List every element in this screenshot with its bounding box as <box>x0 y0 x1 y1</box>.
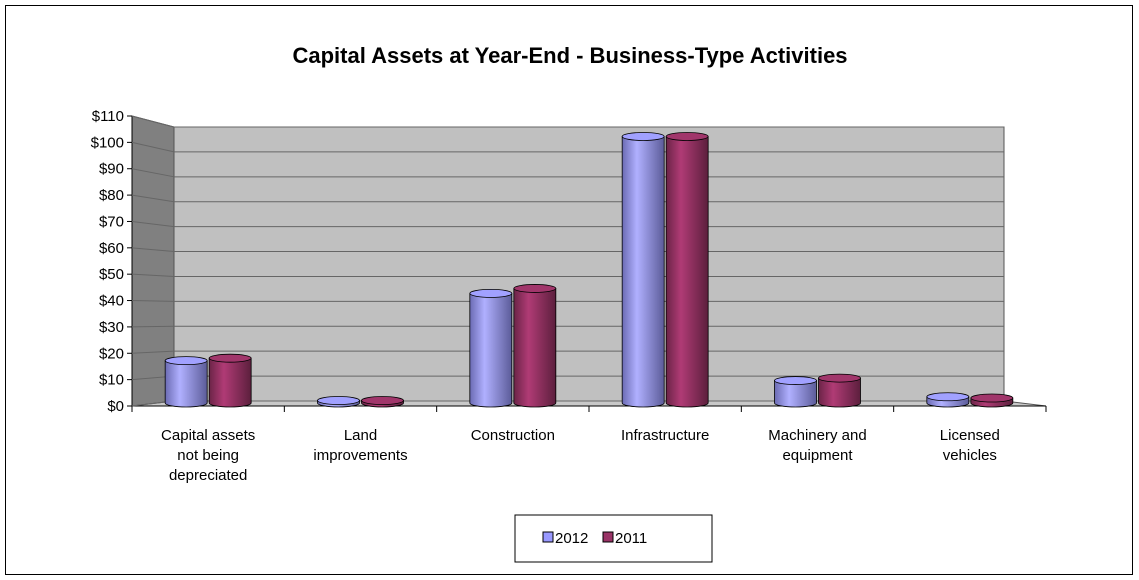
y-tick-label: $40 <box>99 293 124 310</box>
legend-swatch-2012 <box>542 531 554 543</box>
bar-top <box>361 396 404 405</box>
bar-2012-5 <box>926 392 970 408</box>
gridline-side <box>131 115 175 128</box>
y-tick-label: $80 <box>99 187 124 204</box>
bar-body <box>469 293 513 408</box>
bar-top <box>774 376 817 385</box>
bar-body <box>513 288 557 408</box>
bar-top <box>164 356 208 366</box>
gridline-side <box>131 350 175 354</box>
bar-2011-4 <box>818 373 861 408</box>
x-tick-label: Land improvements <box>313 427 407 464</box>
x-axis-labels: Capital assets not being depreciated Land im… <box>161 427 1000 484</box>
bar-top <box>513 284 557 293</box>
gridline-side <box>131 168 175 178</box>
bar-2012-3 <box>621 132 665 408</box>
gridline-side <box>131 247 175 253</box>
back-wall <box>173 126 1005 402</box>
bar-top <box>208 353 252 363</box>
gridlines <box>131 115 1004 407</box>
x-tick-label: Construction <box>471 427 555 444</box>
bar-top <box>317 396 360 405</box>
bar-2011-0 <box>208 353 252 408</box>
y-tick-label: $20 <box>99 345 124 362</box>
bar-2012-0 <box>164 356 208 408</box>
y-axis-ticks: $0 $10 $20 $30 $40 $50 $60 $70 $80 $90 $100 $110 <box>91 108 1047 415</box>
y-tick-label: $90 <box>99 161 124 178</box>
chart-frame: Capital Assets at Year-End - Business-Ty… <box>5 5 1133 575</box>
chart-canvas: Capital Assets at Year-End - Business-Ty… <box>91 43 1047 563</box>
floor <box>131 400 1047 407</box>
gridline-side <box>131 220 175 228</box>
bar-2011-5 <box>970 393 1014 408</box>
bar-top <box>665 132 709 141</box>
gridline-side <box>131 141 175 153</box>
bar-2011-2 <box>513 284 557 408</box>
bar-2012-1 <box>317 396 360 408</box>
gridline-side <box>131 300 175 302</box>
legend-label-2012: 2012 <box>555 530 588 547</box>
y-tick-label: $10 <box>99 372 124 389</box>
bar-body <box>774 380 817 408</box>
y-tick-label: $30 <box>99 319 124 336</box>
chart-title: Capital Assets at Year-End - Business-Ty… <box>292 43 847 68</box>
bar-top <box>469 288 513 298</box>
y-tick-label: $60 <box>99 240 124 257</box>
y-tick-label: $110 <box>92 108 124 125</box>
bar-body <box>818 377 861 408</box>
legend-swatch-2011 <box>602 531 614 543</box>
y-tick-label: $0 <box>107 398 124 415</box>
x-tick-label: Machinery and equipment <box>768 427 866 464</box>
bar-top <box>970 393 1014 403</box>
bar-2012-4 <box>774 376 817 408</box>
bar-body <box>208 357 252 408</box>
chart-walls <box>131 115 1047 407</box>
legend-label-2011: 2011 <box>615 530 647 547</box>
legend: 2012 2011 <box>514 514 713 563</box>
y-tick-label: $100 <box>91 134 124 151</box>
y-tick-label: $50 <box>99 266 124 283</box>
gridline-side <box>131 194 175 203</box>
bar-top <box>818 373 861 383</box>
gridline-side <box>131 273 175 277</box>
bar-body <box>164 360 208 408</box>
bar-top <box>621 132 665 141</box>
x-tick-label: Licensed vehicles <box>940 427 1000 464</box>
bar-body <box>665 136 709 408</box>
bars <box>164 132 1014 408</box>
bar-2011-3 <box>665 132 709 408</box>
bar-2011-1 <box>361 396 404 408</box>
bar-body <box>621 136 665 408</box>
x-tick-label: Infrastructure <box>621 427 709 444</box>
bar-top <box>926 392 970 402</box>
y-tick-label: $70 <box>99 213 124 230</box>
gridline-side <box>131 325 175 328</box>
x-tick-label: Capital assets not being depreciated <box>161 427 255 484</box>
bar-2012-2 <box>469 288 513 408</box>
